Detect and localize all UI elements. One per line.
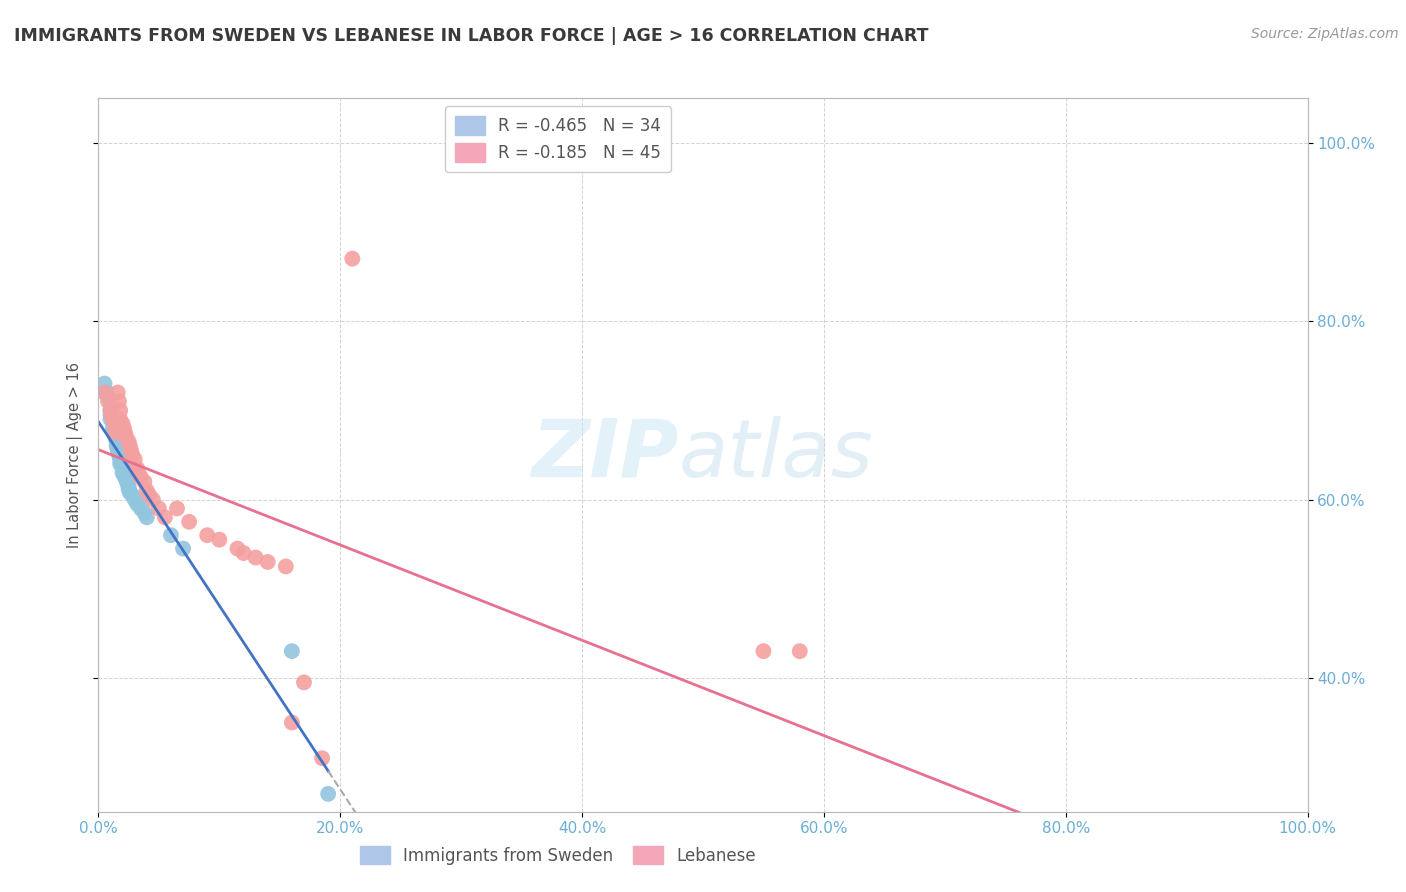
Point bbox=[108, 394, 131, 409]
Point bbox=[135, 510, 157, 524]
Point bbox=[93, 385, 115, 400]
Point bbox=[316, 787, 339, 801]
Point bbox=[117, 476, 139, 491]
Point bbox=[208, 533, 231, 547]
Point bbox=[108, 457, 131, 471]
Point bbox=[232, 546, 254, 560]
Point bbox=[104, 421, 127, 435]
Point bbox=[115, 473, 138, 487]
Point bbox=[108, 448, 131, 462]
Y-axis label: In Labor Force | Age > 16: In Labor Force | Age > 16 bbox=[67, 362, 83, 548]
Legend: Immigrants from Sweden, Lebanese: Immigrants from Sweden, Lebanese bbox=[353, 839, 763, 871]
Point bbox=[142, 492, 165, 507]
Point bbox=[105, 439, 128, 453]
Point bbox=[118, 434, 141, 449]
Point bbox=[281, 644, 304, 658]
Point bbox=[111, 417, 134, 431]
Text: IMMIGRANTS FROM SWEDEN VS LEBANESE IN LABOR FORCE | AGE > 16 CORRELATION CHART: IMMIGRANTS FROM SWEDEN VS LEBANESE IN LA… bbox=[14, 27, 928, 45]
Point bbox=[107, 443, 129, 458]
Point bbox=[108, 452, 131, 467]
Point bbox=[134, 506, 156, 520]
Point bbox=[101, 412, 124, 426]
Point bbox=[97, 394, 120, 409]
Point bbox=[127, 497, 149, 511]
Point bbox=[311, 751, 333, 765]
Point bbox=[134, 475, 156, 489]
Point bbox=[153, 510, 176, 524]
Point bbox=[226, 541, 249, 556]
Point bbox=[105, 434, 128, 449]
Point bbox=[97, 390, 120, 404]
Point bbox=[120, 443, 142, 458]
Point bbox=[96, 385, 118, 400]
Point bbox=[129, 501, 152, 516]
Point bbox=[129, 470, 152, 484]
Point bbox=[100, 408, 122, 422]
Point bbox=[160, 528, 183, 542]
Point bbox=[115, 430, 138, 444]
Point bbox=[789, 644, 811, 658]
Point bbox=[342, 252, 364, 266]
Point bbox=[118, 485, 141, 500]
Point bbox=[172, 541, 194, 556]
Point bbox=[93, 376, 115, 391]
Point bbox=[108, 412, 131, 426]
Point bbox=[108, 403, 131, 417]
Point bbox=[245, 550, 267, 565]
Point bbox=[127, 466, 149, 480]
Point bbox=[114, 470, 136, 484]
Point bbox=[100, 412, 122, 426]
Point bbox=[292, 675, 315, 690]
Point bbox=[104, 430, 127, 444]
Point bbox=[100, 403, 122, 417]
Text: atlas: atlas bbox=[679, 416, 873, 494]
Point bbox=[256, 555, 278, 569]
Point bbox=[107, 385, 129, 400]
Text: ZIP: ZIP bbox=[531, 416, 679, 494]
Point bbox=[118, 482, 141, 496]
Point bbox=[103, 417, 125, 431]
Point bbox=[105, 425, 128, 440]
Point bbox=[100, 403, 122, 417]
Point bbox=[112, 467, 135, 482]
Point bbox=[118, 439, 141, 453]
Point bbox=[112, 421, 135, 435]
Point bbox=[752, 644, 775, 658]
Point bbox=[114, 425, 136, 440]
Point bbox=[148, 501, 170, 516]
Point bbox=[111, 461, 134, 475]
Point bbox=[111, 466, 134, 480]
Point bbox=[124, 492, 146, 507]
Point bbox=[138, 488, 160, 502]
Point bbox=[118, 479, 141, 493]
Point bbox=[195, 528, 218, 542]
Text: Source: ZipAtlas.com: Source: ZipAtlas.com bbox=[1251, 27, 1399, 41]
Point bbox=[124, 452, 146, 467]
Point bbox=[127, 461, 149, 475]
Point bbox=[100, 408, 122, 422]
Point bbox=[135, 483, 157, 498]
Point bbox=[101, 421, 124, 435]
Point bbox=[281, 715, 304, 730]
Point bbox=[166, 501, 188, 516]
Point bbox=[121, 448, 143, 462]
Point bbox=[121, 488, 143, 502]
Point bbox=[103, 425, 125, 440]
Point bbox=[179, 515, 201, 529]
Point bbox=[274, 559, 297, 574]
